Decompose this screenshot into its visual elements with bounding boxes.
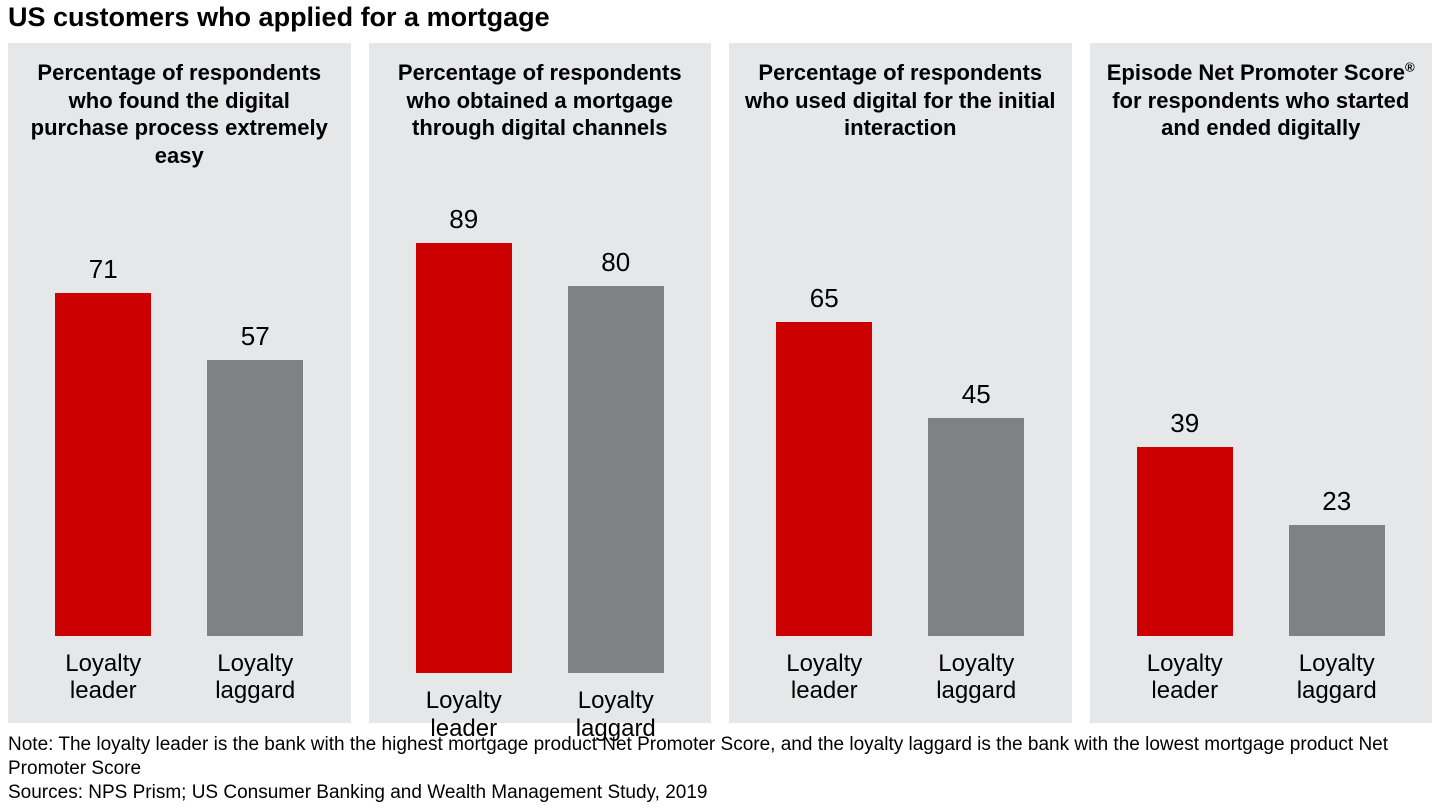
panels-row: Percentage of respondents who found the …	[8, 43, 1432, 723]
bar-value-label: 57	[241, 321, 270, 352]
bar	[568, 286, 664, 673]
bar-value-label: 71	[89, 254, 118, 285]
bar	[1137, 447, 1233, 635]
bar-value-label: 39	[1170, 408, 1199, 439]
chart-container: US customers who applied for a mortgage …	[0, 2, 1440, 804]
bar	[207, 360, 303, 635]
x-label: Loyaltyleader	[48, 650, 158, 705]
x-axis-labels: Loyaltyleader Loyaltylaggard	[739, 650, 1062, 705]
x-label: Loyaltylaggard	[1282, 650, 1392, 705]
bar-group: 57	[200, 321, 310, 635]
bar-group: 45	[921, 379, 1031, 635]
panel-title: Percentage of respondents who obtained a…	[379, 59, 702, 204]
bar-group: 23	[1282, 486, 1392, 636]
bar-group: 39	[1130, 408, 1240, 635]
bar-value-label: 23	[1322, 486, 1351, 517]
panel-0: Percentage of respondents who found the …	[8, 43, 351, 723]
panel-2: Percentage of respondents who used digit…	[729, 43, 1072, 723]
bar-value-label: 89	[449, 204, 478, 235]
x-label: Loyaltyleader	[769, 650, 879, 705]
bar-group: 71	[48, 254, 158, 636]
chart-area: 39 23	[1100, 204, 1423, 636]
x-label: Loyaltylaggard	[921, 650, 1031, 705]
bar	[55, 293, 151, 636]
footnotes: Note: The loyalty leader is the bank wit…	[8, 733, 1432, 804]
bar-group: 65	[769, 283, 879, 636]
x-label: Loyaltylaggard	[200, 650, 310, 705]
main-title: US customers who applied for a mortgage	[8, 2, 1432, 33]
bar-group: 80	[561, 247, 671, 673]
bar-value-label: 80	[601, 247, 630, 278]
x-axis-labels: Loyaltyleader Loyaltylaggard	[18, 650, 341, 705]
bar-value-label: 45	[962, 379, 991, 410]
x-axis-labels: Loyaltyleader Loyaltylaggard	[1100, 650, 1423, 705]
bar	[1289, 525, 1385, 636]
panel-title: Episode Net Promoter Score® for responde…	[1100, 59, 1423, 204]
bar-group: 89	[409, 204, 519, 673]
panel-title: Percentage of respondents who found the …	[18, 59, 341, 204]
chart-area: 65 45	[739, 204, 1062, 636]
chart-area: 71 57	[18, 204, 341, 636]
bar	[776, 322, 872, 636]
note-text: Note: The loyalty leader is the bank wit…	[8, 733, 1432, 781]
panel-1: Percentage of respondents who obtained a…	[369, 43, 712, 723]
panel-3: Episode Net Promoter Score® for responde…	[1090, 43, 1433, 723]
x-label: Loyaltyleader	[1130, 650, 1240, 705]
panel-title: Percentage of respondents who used digit…	[739, 59, 1062, 204]
bar	[928, 418, 1024, 635]
sources-text: Sources: NPS Prism; US Consumer Banking …	[8, 781, 1432, 805]
bar	[416, 243, 512, 673]
bar-value-label: 65	[810, 283, 839, 314]
chart-area: 89 80	[379, 204, 702, 673]
